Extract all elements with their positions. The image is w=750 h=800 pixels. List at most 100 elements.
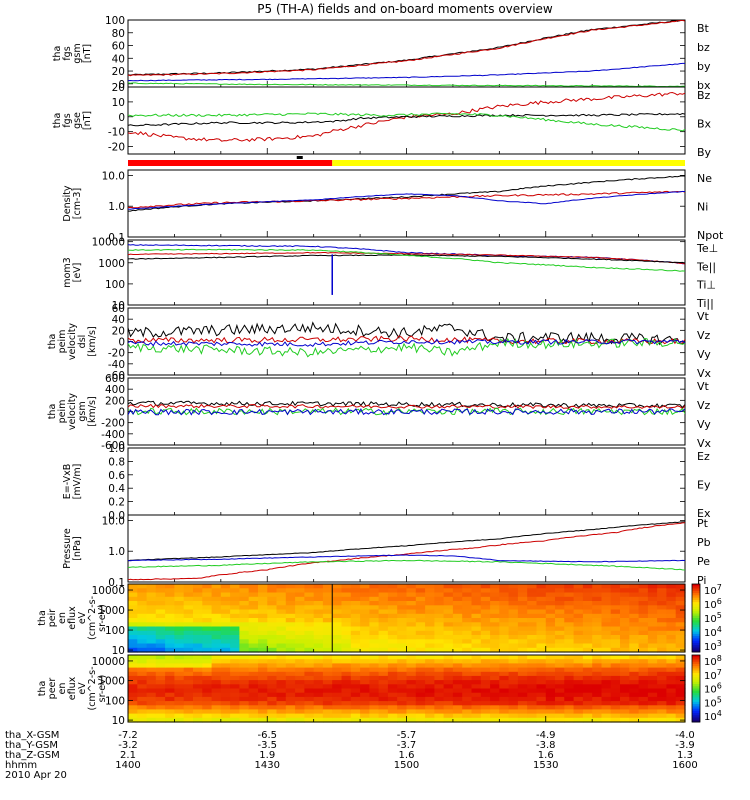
spectrogram-cell: [406, 635, 417, 640]
colorbar-cell: [692, 620, 700, 624]
spectrogram-cell: [360, 705, 370, 711]
spectrogram-cell: [276, 626, 287, 632]
spectrogram-cell: [415, 618, 426, 623]
y-tick-label: 600: [105, 373, 125, 385]
spectrogram-cell: [434, 596, 445, 602]
spectrogram-cell: [564, 659, 575, 664]
spectrogram-cell: [666, 655, 677, 660]
spectrogram-cell: [434, 609, 445, 615]
spectrogram-cell: [378, 709, 389, 715]
spectrogram-cell: [174, 692, 185, 698]
spectrogram-cell: [517, 643, 528, 649]
spectrogram-cell: [322, 696, 333, 702]
spectrogram-cell: [675, 630, 686, 636]
spectrogram-cell: [666, 709, 677, 715]
spectrogram-cell: [202, 601, 213, 606]
spectrogram-cell: [425, 618, 435, 623]
spectrogram-cell: [369, 705, 380, 711]
spectrogram-cell: [146, 667, 157, 673]
spectrogram-cell: [666, 647, 677, 653]
spectrogram-cell: [582, 709, 593, 715]
spectrogram-cell: [443, 635, 454, 640]
colorbar-cell: [692, 638, 700, 642]
spectrogram-cell: [387, 663, 398, 669]
spectrogram-cell: [471, 696, 482, 702]
spectrogram-cell: [202, 643, 213, 649]
spectrogram-cell: [638, 605, 649, 611]
spectrogram-cell: [601, 639, 612, 645]
spectrogram-cell: [592, 717, 603, 723]
spectrogram-cell: [527, 584, 538, 589]
spectrogram-peir-spec: [128, 584, 686, 653]
spectrogram-cell: [174, 713, 185, 719]
spectrogram-cell: [202, 635, 213, 640]
spectrogram-cell: [545, 692, 556, 698]
spectrogram-cell: [443, 609, 454, 615]
spectrogram-cell: [582, 622, 593, 628]
spectrogram-cell: [573, 663, 584, 669]
y-tick-label: 0.6: [108, 470, 125, 482]
spectrogram-cell: [555, 596, 565, 602]
spectrogram-cell: [183, 584, 194, 589]
spectrogram-cell: [220, 684, 231, 690]
spectrogram-cell: [369, 630, 380, 636]
spectrogram-cell: [620, 618, 630, 623]
spectrogram-cell: [267, 701, 278, 706]
spectrogram-cell: [369, 709, 380, 715]
spectrogram-cell: [304, 671, 315, 677]
spectrogram-cell: [610, 588, 621, 594]
spectrogram-cell: [490, 647, 500, 653]
spectrogram-cell: [332, 701, 343, 706]
spectrogram-cell: [165, 717, 175, 723]
spectrogram-cell: [629, 605, 640, 611]
spectrogram-cell: [620, 596, 630, 602]
spectrogram-cell: [490, 622, 500, 628]
spectrogram-cell: [174, 630, 185, 636]
spectrogram-cell: [313, 684, 324, 690]
spectrogram-cell: [295, 639, 305, 645]
spectrogram-cell: [499, 588, 510, 594]
spectrogram-cell: [341, 692, 352, 698]
colorbar-label: 107: [704, 668, 722, 682]
spectrogram-cell: [155, 618, 166, 623]
spectrogram-cell: [332, 622, 343, 628]
legend-item: Bx: [697, 118, 712, 131]
series-line-Npot: [128, 191, 685, 210]
spectrogram-cell: [258, 692, 268, 698]
spectrogram-cell: [582, 588, 593, 594]
spectrogram-cell: [471, 647, 482, 653]
spectrogram-cell: [239, 709, 250, 715]
spectrogram-cell: [647, 655, 658, 660]
spectrogram-cell: [499, 713, 510, 719]
spectrogram-cell: [545, 635, 556, 640]
spectrogram-cell: [657, 588, 667, 594]
spectrogram-cell: [434, 680, 445, 685]
spectrogram-cell: [183, 684, 194, 690]
spectrogram-cell: [425, 717, 435, 723]
spectrogram-cell: [564, 626, 575, 632]
colorbar-cell: [692, 647, 700, 651]
y-axis-label: tha: [37, 681, 48, 697]
spectrogram-cell: [258, 663, 268, 669]
spectrogram-cell: [193, 630, 203, 636]
spectrogram-cell: [295, 635, 305, 640]
spectrogram-cell: [527, 647, 538, 653]
spectrogram-cell: [508, 671, 519, 677]
spectrogram-cell: [248, 601, 259, 606]
spectrogram-cell: [304, 592, 315, 598]
spectrogram-cell: [202, 675, 213, 681]
spectrogram-cell: [638, 671, 649, 677]
spectrogram-cell: [647, 709, 658, 715]
spectrogram-cell: [378, 713, 389, 719]
spectrogram-cell: [620, 684, 630, 690]
spectrogram-cell: [508, 688, 519, 694]
spectrogram-cell: [471, 626, 482, 632]
spectrogram-cell: [564, 705, 575, 711]
colorbar-cell: [692, 599, 700, 603]
spectrogram-cell: [174, 696, 185, 702]
spectrogram-cell: [452, 675, 463, 681]
spectrogram-cell: [350, 630, 361, 636]
spectrogram-cell: [128, 605, 138, 611]
spectrogram-cell: [499, 655, 510, 660]
spectrogram-cell: [341, 671, 352, 677]
